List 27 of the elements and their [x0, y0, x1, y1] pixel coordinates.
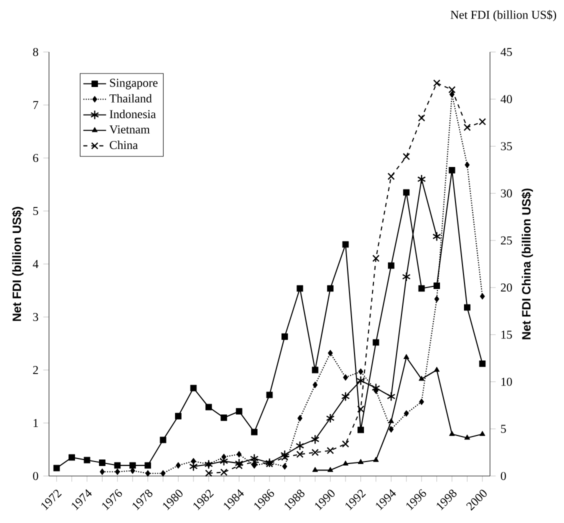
- y2-tick-label: 45: [500, 48, 512, 56]
- legend-label: Indonesia: [110, 110, 156, 118]
- y2-tick-label: 15: [501, 330, 512, 339]
- y2-tick-label: 5: [501, 425, 506, 434]
- y2-tick-label: 40: [500, 95, 512, 104]
- legend-label: Singapore: [110, 78, 158, 90]
- y-tick-label: 8: [33, 48, 38, 56]
- y-tick-label: 1: [34, 419, 38, 428]
- y2-tick-label: 0: [500, 472, 506, 480]
- y-tick-label: 2: [33, 366, 38, 374]
- y-axis-title: Net FDI (billion US$): [12, 207, 24, 322]
- y-tick-label: 6: [33, 154, 38, 162]
- legend-label: Vietnam: [109, 126, 150, 134]
- y-tick-label: 5: [33, 207, 38, 216]
- y-tick-label: 3: [33, 313, 38, 322]
- y2-tick-label: 10: [501, 378, 512, 386]
- y2-tick-label: 25: [500, 236, 512, 245]
- y-tick-label: 4: [32, 260, 38, 268]
- y2-tick-label: 20: [500, 284, 512, 292]
- text: Net FDI (billion US$): [450, 10, 556, 22]
- y2-axis-title: Net FDI China (billion US$): [522, 188, 533, 340]
- y-tick-label: 7: [33, 101, 38, 110]
- y2-tick-label: 30: [500, 189, 512, 198]
- legend-label: Thailand: [110, 94, 152, 103]
- legend-label: China: [110, 140, 138, 150]
- y2-tick-label: 35: [500, 142, 512, 150]
- y-tick-label: 0: [33, 472, 38, 480]
